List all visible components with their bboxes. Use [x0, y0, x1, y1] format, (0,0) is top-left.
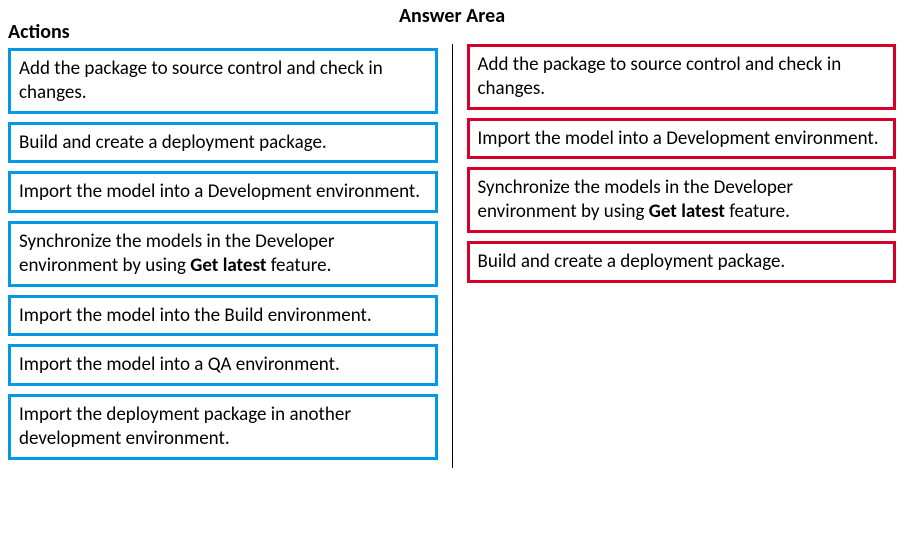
- answer-text: Import the model into a Development envi…: [478, 127, 879, 150]
- answer-text: Build and create a deployment package.: [478, 250, 786, 273]
- action-text: Import the model into the Build environm…: [19, 304, 372, 327]
- action-card[interactable]: Import the deployment package in another…: [8, 394, 438, 460]
- action-card[interactable]: Add the package to source control and ch…: [8, 48, 438, 114]
- answer-column: Add the package to source control and ch…: [453, 4, 897, 468]
- answer-area-title: Answer Area: [399, 4, 505, 28]
- answer-card[interactable]: Build and create a deployment package.: [467, 241, 897, 283]
- action-card[interactable]: Import the model into a Development envi…: [8, 171, 438, 213]
- actions-heading: Actions: [8, 20, 438, 44]
- action-card[interactable]: Import the model into the Build environm…: [8, 295, 438, 337]
- action-text: Import the model into a QA environment.: [19, 353, 340, 376]
- action-card[interactable]: Import the model into a QA environment.: [8, 344, 438, 386]
- answer-card[interactable]: Add the package to source control and ch…: [467, 44, 897, 110]
- answer-card[interactable]: Import the model into a Development envi…: [467, 118, 897, 160]
- action-text: Import the model into a Development envi…: [19, 180, 420, 203]
- action-text: Import the deployment package in another…: [19, 403, 351, 450]
- action-text: Build and create a deployment package.: [19, 131, 327, 154]
- action-text: Synchronize the models in the Developer …: [19, 230, 335, 277]
- action-card[interactable]: Synchronize the models in the Developer …: [8, 221, 438, 287]
- answer-card[interactable]: Synchronize the models in the Developer …: [467, 167, 897, 233]
- actions-column: Actions Add the package to source contro…: [8, 4, 452, 468]
- answer-text: Synchronize the models in the Developer …: [478, 176, 794, 223]
- action-text: Add the package to source control and ch…: [19, 57, 383, 104]
- action-card[interactable]: Build and create a deployment package.: [8, 122, 438, 164]
- answer-text: Add the package to source control and ch…: [478, 53, 842, 100]
